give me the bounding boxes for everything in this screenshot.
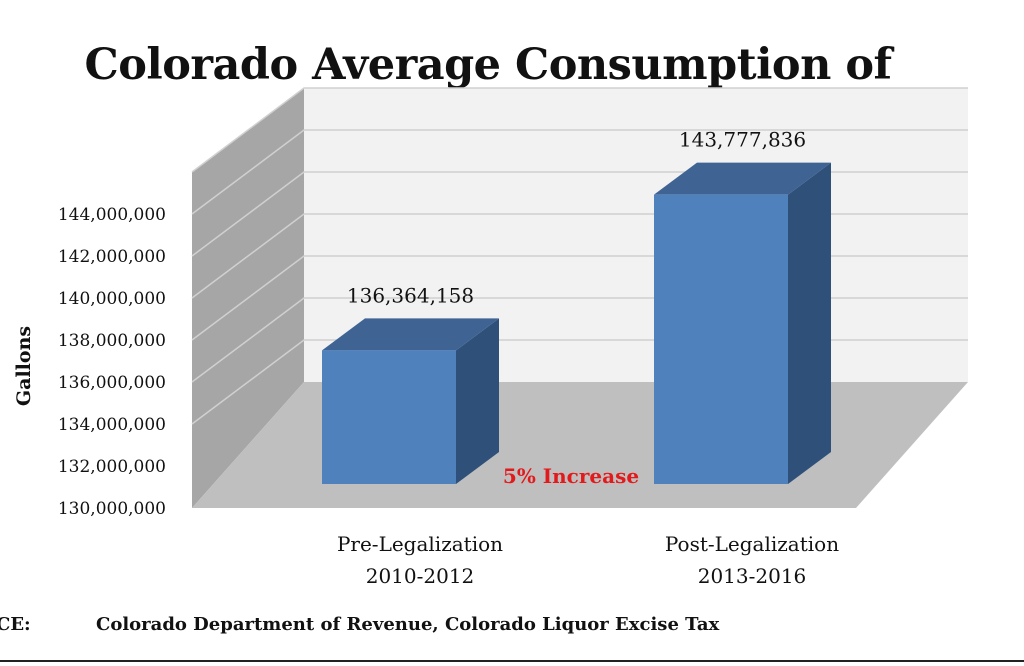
y-tick-label: 140,000,000	[58, 289, 166, 309]
bar	[654, 194, 788, 484]
bar-top-face	[654, 162, 831, 195]
increase-annotation: 5% Increase	[503, 464, 639, 488]
bar-top-face	[322, 318, 499, 351]
bottom-divider	[0, 660, 1024, 662]
chart-plot: 130,000,000 132,000,000 134,000,000 136,000…	[13, 87, 968, 588]
bar	[322, 350, 456, 484]
gridline	[191, 87, 968, 173]
source-text: Colorado Department of Revenue, Colorado…	[96, 614, 720, 635]
y-tick-label: 132,000,000	[58, 457, 166, 477]
data-labels: 136,364,158 143,777,836	[347, 128, 806, 308]
category-labels: Pre-Legalization 2010-2012 Post-Legalizati…	[337, 532, 839, 588]
y-tick-label: 142,000,000	[58, 247, 166, 267]
gridline	[191, 129, 968, 215]
bars	[322, 162, 831, 484]
data-label: 136,364,158	[347, 283, 474, 307]
floor	[192, 382, 968, 508]
y-tick-label: 130,000,000	[58, 499, 166, 519]
bar-side-face	[788, 162, 831, 484]
data-label: 143,777,836	[679, 128, 806, 152]
category-label: 2013-2016	[698, 564, 807, 588]
y-axis-label: Gallons	[13, 326, 35, 406]
source-label: CE:	[0, 614, 31, 635]
y-tick-label: 144,000,000	[58, 205, 166, 225]
category-label: Post-Legalization	[665, 532, 839, 556]
y-tick-label: 134,000,000	[58, 415, 166, 435]
category-label: Pre-Legalization	[337, 532, 503, 556]
y-tick-label: 136,000,000	[58, 373, 166, 393]
y-tick-label: 138,000,000	[58, 331, 166, 351]
y-tick-labels: 130,000,000 132,000,000 134,000,000 136,000…	[58, 205, 166, 519]
category-label: 2010-2012	[366, 564, 475, 588]
bar-side-face	[456, 318, 499, 484]
